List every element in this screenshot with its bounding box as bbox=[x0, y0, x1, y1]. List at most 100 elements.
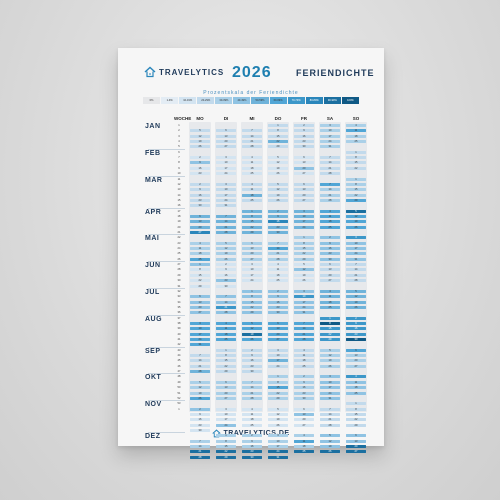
day-cell: 4 bbox=[242, 182, 262, 186]
day-cell: 30 bbox=[242, 455, 262, 459]
day-cell: 18 bbox=[346, 134, 366, 138]
week-number: 25 bbox=[177, 252, 181, 256]
day-cell: 8 bbox=[216, 354, 236, 358]
day-cell: 22 bbox=[320, 332, 340, 336]
day-cell: 2 bbox=[242, 434, 262, 438]
month-label: SEP bbox=[145, 347, 161, 355]
day-cell: 30 bbox=[190, 428, 210, 432]
day-cell: 19 bbox=[320, 359, 340, 363]
day-cell: 25 bbox=[216, 338, 236, 341]
day-cell: 9 bbox=[268, 295, 288, 299]
day-cell: 24 bbox=[294, 305, 314, 309]
week-number: 32 bbox=[177, 289, 181, 293]
week-number: 49 bbox=[177, 380, 181, 384]
day-cell: 29 bbox=[216, 455, 236, 459]
day-cell: 9 bbox=[294, 380, 314, 384]
day-cell: 7 bbox=[294, 321, 314, 325]
day-cell: 30 bbox=[294, 145, 314, 149]
week-number: 29 bbox=[177, 273, 181, 277]
day-header: FR bbox=[301, 116, 307, 121]
day-cell: 12 bbox=[190, 134, 210, 138]
house-icon bbox=[144, 66, 156, 78]
week-number: 1 bbox=[178, 124, 180, 127]
legend-item: 30-39% bbox=[215, 97, 233, 104]
day-cell: 30 bbox=[242, 370, 262, 374]
day-cell: 17 bbox=[294, 220, 314, 224]
day-cell: 9 bbox=[294, 129, 314, 133]
week-number: 36 bbox=[177, 311, 181, 315]
day-cell: 13 bbox=[190, 220, 210, 224]
day-cell: 8 bbox=[346, 156, 366, 160]
month-divider bbox=[148, 373, 185, 374]
week-number: 37 bbox=[177, 316, 181, 320]
month-label: OKT bbox=[145, 374, 162, 382]
day-cell: 18 bbox=[190, 252, 210, 256]
day-cell: 31 bbox=[190, 343, 210, 347]
day-cell: 10 bbox=[268, 439, 288, 443]
day-cell: 12 bbox=[320, 439, 340, 443]
day-cell: 1 bbox=[268, 375, 288, 379]
day-cell: 15 bbox=[190, 273, 210, 277]
day-cell: 31 bbox=[216, 204, 236, 208]
day-cell: 6 bbox=[346, 434, 366, 438]
week-number: 6 bbox=[178, 150, 180, 154]
day-cell: 30 bbox=[216, 284, 236, 288]
week-number: 53 bbox=[177, 402, 181, 406]
day-cell: 29 bbox=[216, 370, 236, 374]
day-cell: 31 bbox=[268, 455, 288, 459]
day-cell: 10 bbox=[242, 268, 262, 272]
poster-header: TRAVELYTICS 2026 FERIENDICHTE bbox=[118, 64, 384, 88]
week-column: 1 2 3 4 5 6 7 8 9 10 11 12 13 14 15 16 17 18 19 20 21 22 23 24 2… bbox=[174, 122, 184, 412]
day-cell: 15 bbox=[268, 134, 288, 138]
day-cell: 18 bbox=[320, 300, 340, 304]
year-title: 2026 bbox=[232, 64, 272, 81]
day-cell: 16 bbox=[268, 300, 288, 304]
day-cell: 23 bbox=[294, 391, 314, 395]
day-cell: 24 bbox=[268, 364, 288, 368]
day-cell: 18 bbox=[346, 386, 366, 390]
day-cell: 10 bbox=[294, 295, 314, 299]
day-cell: 16 bbox=[294, 134, 314, 138]
day-column bbox=[345, 122, 367, 412]
day-cell: 28 bbox=[294, 338, 314, 341]
day-cell: 15 bbox=[320, 327, 340, 331]
day-cell: 25 bbox=[268, 279, 288, 283]
day-cell: 12 bbox=[216, 247, 236, 251]
day-cell: 23 bbox=[268, 225, 288, 229]
day-cell: 4 bbox=[320, 209, 340, 213]
week-number: 1 bbox=[178, 407, 180, 411]
day-cell: 23 bbox=[268, 305, 288, 309]
day-cell: 15 bbox=[294, 247, 314, 251]
day-cell: 21 bbox=[216, 305, 236, 309]
day-cell: 13 bbox=[216, 386, 236, 390]
week-number: 28 bbox=[177, 268, 181, 272]
week-number: 19 bbox=[177, 220, 181, 224]
day-cell: 2 bbox=[268, 209, 288, 213]
day-cell: 22 bbox=[242, 305, 262, 309]
day-cell: 5 bbox=[190, 129, 210, 133]
day-cell: 10 bbox=[346, 241, 366, 245]
day-cell: 14 bbox=[346, 268, 366, 272]
day-cell: 1 bbox=[320, 316, 340, 320]
day-cell: 26 bbox=[346, 305, 366, 309]
day-cell: 15 bbox=[242, 220, 262, 224]
day-cell: 16 bbox=[268, 220, 288, 224]
day-cell: 13 bbox=[294, 188, 314, 192]
day-cell: 7 bbox=[320, 407, 340, 411]
day-cell: 18 bbox=[268, 273, 288, 277]
legend-item: 90-99% bbox=[323, 97, 341, 104]
day-cell: 3 bbox=[190, 321, 210, 325]
day-cell: 8 bbox=[268, 129, 288, 133]
day-cell: 11 bbox=[346, 380, 366, 384]
day-header: MO bbox=[196, 116, 204, 121]
day-cell: 16 bbox=[346, 327, 366, 331]
day-cell: 23 bbox=[320, 252, 340, 256]
legend-item: 20-29% bbox=[197, 97, 215, 104]
day-cell: 20 bbox=[294, 193, 314, 197]
day-cell: 3 bbox=[268, 434, 288, 438]
day-cell: 22 bbox=[346, 166, 366, 170]
day-cell: 4 bbox=[320, 289, 340, 293]
day-cell: 24 bbox=[190, 338, 210, 341]
day-cell: 21 bbox=[190, 450, 210, 454]
day-cell: 14 bbox=[190, 445, 210, 448]
